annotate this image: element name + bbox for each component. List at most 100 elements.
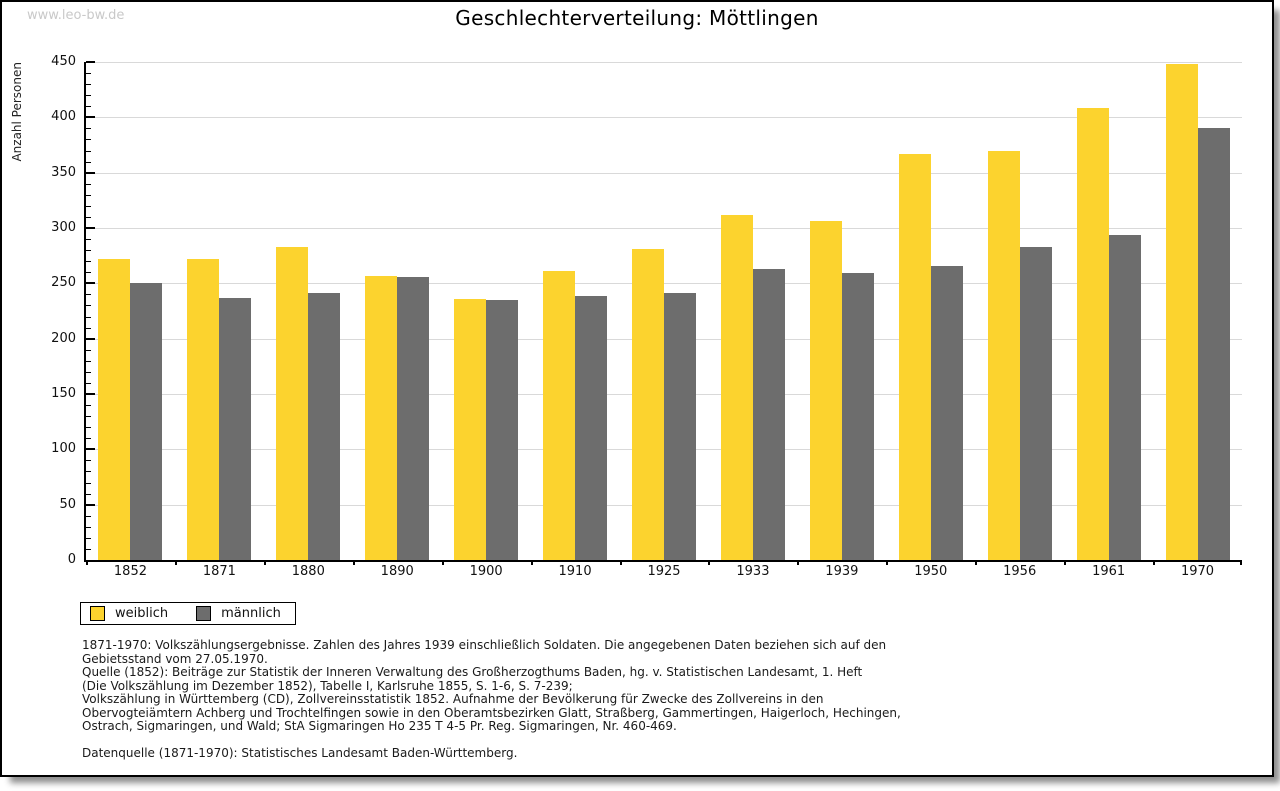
bar-weiblich-1890: [365, 275, 398, 560]
bar-weiblich-1880: [276, 246, 309, 560]
footnote: 1871-1970: Volkszählungsergebnisse. Zahl…: [82, 638, 901, 760]
x-axis-labels: 1852 1871 1880 1890 1900 1910 1925 1933 1939 1950…: [86, 564, 1242, 584]
y-tick-minor-230: [86, 305, 91, 307]
y-tick-label-200: 200: [51, 330, 76, 346]
y-tick-major-400: [86, 116, 95, 119]
y-tick-minor-420: [86, 95, 91, 97]
bar-weiblich-1933: [720, 214, 753, 560]
y-tick-minor-440: [86, 73, 91, 75]
y-tick-minor-340: [86, 183, 91, 185]
y-tick-minor-40: [86, 515, 91, 517]
y-tick-minor-90: [86, 460, 91, 462]
y-tick-minor-160: [86, 382, 91, 384]
x-tick-label-1880: 1880: [291, 564, 325, 579]
bar-männlich-1900: [486, 299, 519, 560]
y-tick-label-450: 450: [51, 54, 76, 69]
y-tick-minor-280: [86, 250, 91, 252]
y-tick-major-50: [86, 503, 95, 506]
watermark: www.leo-bw.de: [27, 8, 125, 23]
y-tick-minor-390: [86, 128, 91, 130]
x-tick-label-1939: 1939: [825, 564, 859, 579]
x-tick-label-1852: 1852: [113, 564, 147, 579]
y-tick-minor-170: [86, 371, 91, 373]
x-tick-label-1970: 1970: [1180, 564, 1215, 579]
gridline-450: [86, 62, 1242, 63]
x-tick: [1153, 560, 1156, 565]
y-tick-minor-240: [86, 294, 91, 296]
gridline-300: [86, 228, 1242, 229]
legend-label-maennlich: männlich: [221, 606, 281, 621]
x-tick: [1064, 560, 1067, 565]
bar-männlich-1961: [1108, 234, 1141, 560]
legend-item-maennlich: männlich: [196, 606, 281, 621]
x-tick: [352, 560, 355, 565]
footnote-line: Ostrach, Sigmaringen, und Wald; StA Sigm…: [82, 719, 677, 733]
y-tick-minor-80: [86, 471, 91, 473]
x-tick: [174, 560, 177, 565]
y-tick-minor-140: [86, 405, 91, 407]
y-tick-minor-260: [86, 272, 91, 274]
y-tick-label-250: 250: [51, 275, 76, 291]
bar-weiblich-1910: [543, 271, 576, 560]
x-tick: [975, 560, 978, 565]
footnote-datenquelle: Datenquelle (1871-1970): Statistisches L…: [82, 745, 518, 760]
y-tick-label-0: 0: [67, 552, 76, 567]
footnote-line: Obervogteiämtern Achberg und Trochtelfin…: [82, 705, 901, 720]
bar-männlich-1871: [219, 297, 252, 560]
y-tick-major-250: [86, 282, 95, 285]
y-tick-major-300: [86, 227, 95, 229]
bar-männlich-1880: [308, 293, 341, 560]
y-tick-minor-380: [86, 139, 91, 141]
y-tick-major-200: [86, 337, 95, 340]
y-tick-label-300: 300: [51, 220, 76, 235]
y-tick-minor-330: [86, 194, 91, 196]
y-tick-major-100: [86, 448, 95, 451]
bar-männlich-1956: [1019, 246, 1052, 560]
bar-weiblich-1852: [98, 259, 131, 560]
bar-männlich-1910: [575, 295, 608, 560]
legend: weiblich männlich: [80, 602, 296, 625]
y-tick-minor-120: [86, 427, 91, 429]
x-tick: [619, 560, 622, 565]
bar-weiblich-1950: [898, 153, 931, 560]
y-tick-minor-290: [86, 239, 91, 241]
footnote-line: Gebietsstand vom 27.05.1970.: [82, 651, 268, 666]
legend-swatch-weiblich: [90, 606, 105, 621]
y-tick-minor-190: [86, 349, 91, 351]
x-tick-label-1925: 1925: [647, 564, 681, 579]
legend-item-weiblich: weiblich: [90, 606, 168, 621]
gridline-400: [86, 117, 1242, 119]
footnote-line: (Die Volkszählung im Dezember 1852), Tab…: [82, 678, 573, 693]
y-tick-label-100: 100: [51, 441, 76, 457]
y-tick-minor-220: [86, 316, 91, 318]
x-tick-label-1890: 1890: [380, 564, 414, 579]
y-tick-minor-320: [86, 205, 91, 207]
y-tick-major-150: [86, 393, 95, 395]
x-tick-label-1950: 1950: [914, 564, 948, 579]
x-tick: [441, 560, 444, 565]
y-tick-minor-10: [86, 548, 91, 550]
bar-männlich-1852: [130, 283, 163, 560]
y-tick-major-350: [86, 171, 95, 174]
gridline-250: [86, 283, 1242, 285]
x-tick: [530, 560, 533, 565]
bar-weiblich-1925: [632, 249, 664, 560]
y-tick-minor-310: [86, 216, 91, 218]
bar-männlich-1890: [397, 276, 430, 560]
legend-label-weiblich: weiblich: [115, 606, 169, 621]
x-tick: [263, 560, 266, 565]
y-tick-label-400: 400: [51, 109, 76, 125]
bar-weiblich-1970: [1165, 64, 1198, 560]
x-tick-label-1933: 1933: [736, 564, 770, 579]
x-tick: [708, 560, 711, 565]
y-tick-minor-270: [86, 261, 91, 263]
plot-area: [84, 61, 1242, 565]
bar-weiblich-1939: [809, 221, 842, 560]
bar-weiblich-1956: [987, 150, 1020, 560]
x-tick: [86, 560, 88, 565]
y-axis-labels: 0 50 100 150 200 250 300 350 400 450: [2, 54, 76, 567]
chart-frame: www.leo-bw.de Geschlechterverteilung: Mö…: [0, 0, 1274, 777]
footnote-line: Quelle (1852): Beiträge zur Statistik de…: [82, 665, 863, 679]
x-tick: [1240, 560, 1242, 565]
